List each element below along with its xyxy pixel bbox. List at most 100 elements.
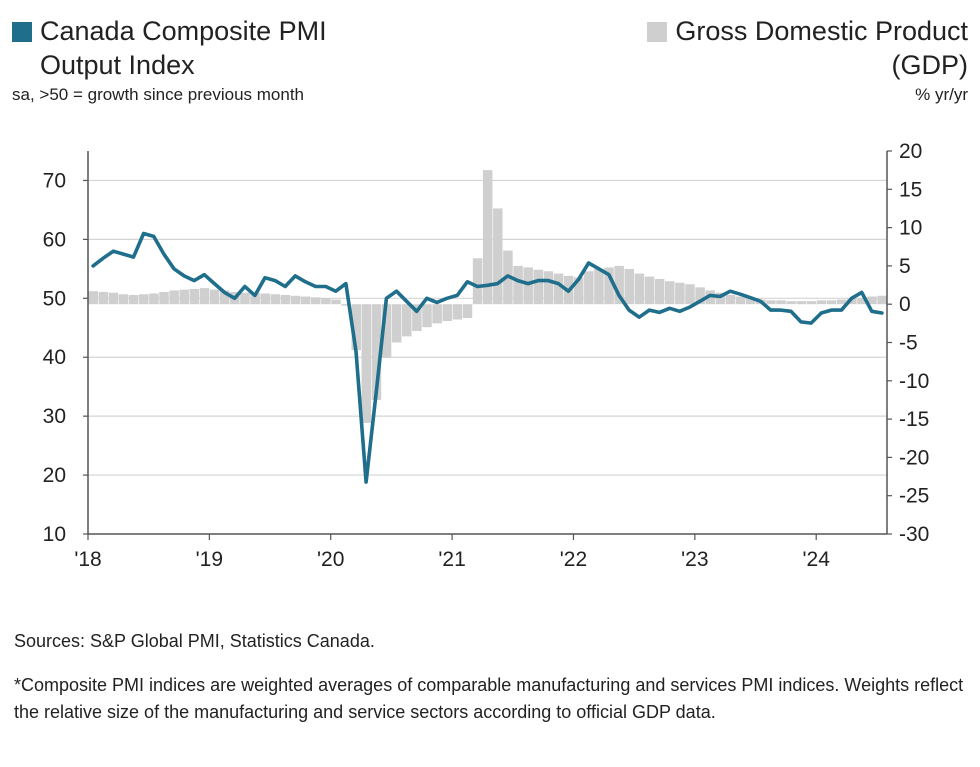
gdp-bar: [745, 298, 756, 305]
gdp-bar: [584, 271, 594, 305]
gdp-bar: [654, 278, 665, 305]
pmi-subtitle: sa, >50 = growth since previous month: [12, 85, 304, 104]
gdp-legend: Gross Domestic Product (GDP) % yr/yr: [647, 14, 968, 106]
gdp-bar: [219, 290, 230, 305]
right-tick-label: -10: [899, 370, 929, 393]
gdp-bar: [240, 292, 250, 305]
right-tick-label: 15: [899, 178, 922, 201]
x-tick-label: '20: [317, 548, 344, 571]
pmi-gdp-chart: 10 20 30 40 50 60 70 -30 -25 -20 -15 -10 -5 0 5 10 15 20 '…: [43, 140, 930, 571]
gdp-bar: [118, 294, 129, 305]
gdp-bar: [179, 289, 190, 305]
gdp-bar: [412, 304, 422, 332]
gdp-bar: [573, 277, 584, 305]
gdp-bar: [847, 298, 857, 305]
pmi-title-line1: Canada Composite PMI: [40, 16, 327, 46]
x-tick-label: '18: [74, 548, 101, 571]
gdp-bar: [776, 300, 786, 305]
gdp-bar: [361, 304, 372, 423]
gdp-bar: [624, 268, 635, 305]
gdp-bar: [402, 304, 412, 337]
gdp-subtitle: % yr/yr: [915, 85, 968, 104]
gdp-bar: [128, 295, 139, 305]
gdp-bar: [513, 265, 523, 305]
source-note: Sources: S&P Global PMI, Statistics Cana…: [14, 631, 375, 651]
left-tick-label: 50: [43, 287, 66, 310]
gdp-bar: [98, 291, 109, 305]
gdp-legend-title: Gross Domestic Product: [647, 14, 968, 48]
gdp-bar: [260, 293, 270, 305]
gdp-bar: [422, 304, 432, 328]
gdp-bar: [432, 304, 442, 324]
gdp-bar: [826, 300, 837, 305]
gdp-bar: [664, 281, 675, 305]
gdp-bar: [816, 300, 827, 305]
left-tick-label: 40: [43, 346, 66, 369]
right-tick-label: -30: [899, 523, 929, 546]
gdp-bar: [199, 288, 210, 305]
gdp-bar: [695, 287, 705, 305]
gdp-bar: [149, 293, 159, 305]
gdp-bar: [381, 304, 392, 358]
gdp-bar: [735, 296, 746, 305]
left-tick-label: 10: [43, 523, 66, 546]
x-tick-label: '21: [438, 548, 465, 571]
gdp-bar: [139, 294, 149, 305]
x-tick-label: '24: [803, 548, 831, 571]
gdp-bar: [543, 271, 554, 305]
gdp-bar: [331, 299, 341, 305]
pmi-legend-swatch: [12, 22, 32, 42]
right-tick-label: -25: [899, 485, 929, 508]
gdp-bar: [341, 304, 351, 306]
gdp-bar: [857, 298, 867, 305]
gdp-bar: [594, 268, 604, 305]
gdp-bar: [675, 282, 685, 305]
gdp-bar: [634, 273, 645, 305]
gdp-title-line2: (GDP): [891, 50, 969, 80]
left-tick-label: 30: [43, 405, 66, 428]
gdp-bar: [300, 296, 311, 305]
gdp-bar: [877, 295, 887, 305]
gdp-bar: [311, 297, 321, 305]
gdp-bar: [786, 301, 796, 305]
x-tick-label: '23: [681, 548, 708, 571]
gdp-bar: [462, 304, 473, 318]
pmi-line: [91, 231, 884, 484]
left-tick-label: 70: [43, 169, 66, 192]
gdp-bar: [391, 304, 402, 343]
pmi-title-line2: Output Index: [40, 50, 195, 80]
gdp-bar: [159, 291, 169, 305]
gdp-bar: [533, 269, 544, 305]
gdp-bar: [806, 301, 817, 305]
gdp-bar: [482, 170, 493, 305]
gdp-bar: [644, 276, 655, 305]
gdp-bar: [715, 292, 726, 305]
pmi-legend-title: Canada Composite PMI: [12, 14, 327, 48]
gdp-bar: [523, 267, 533, 305]
gdp-bar: [442, 304, 453, 322]
gdp-bar: [766, 300, 776, 305]
gdp-bar: [725, 295, 736, 305]
x-tick-label: '22: [560, 548, 587, 571]
gdp-bar: [209, 289, 220, 305]
left-tick-label: 60: [43, 228, 66, 251]
right-tick-label: -20: [899, 446, 929, 469]
gdp-bar: [796, 301, 806, 305]
gdp-bar: [280, 295, 291, 305]
pmi-line-group: [91, 231, 884, 484]
footnote: *Composite PMI indices are weighted aver…: [14, 675, 964, 722]
gdp-bar: [685, 284, 695, 305]
pmi-legend: Canada Composite PMI Output Index sa, >5…: [12, 14, 327, 106]
gdp-bar: [250, 292, 260, 305]
gdp-bar: [108, 292, 119, 305]
gdp-legend-swatch: [647, 22, 668, 42]
gdp-bar: [371, 304, 382, 400]
left-tick-label: 20: [43, 464, 66, 487]
gdp-bar: [189, 288, 200, 305]
x-tick-label: '19: [196, 548, 223, 571]
gdp-bar: [836, 299, 847, 305]
right-tick-label: 5: [899, 255, 911, 278]
gdp-bar: [290, 295, 301, 305]
gdp-title-line1: Gross Domestic Product: [675, 16, 968, 46]
right-tick-label: 0: [899, 293, 911, 316]
